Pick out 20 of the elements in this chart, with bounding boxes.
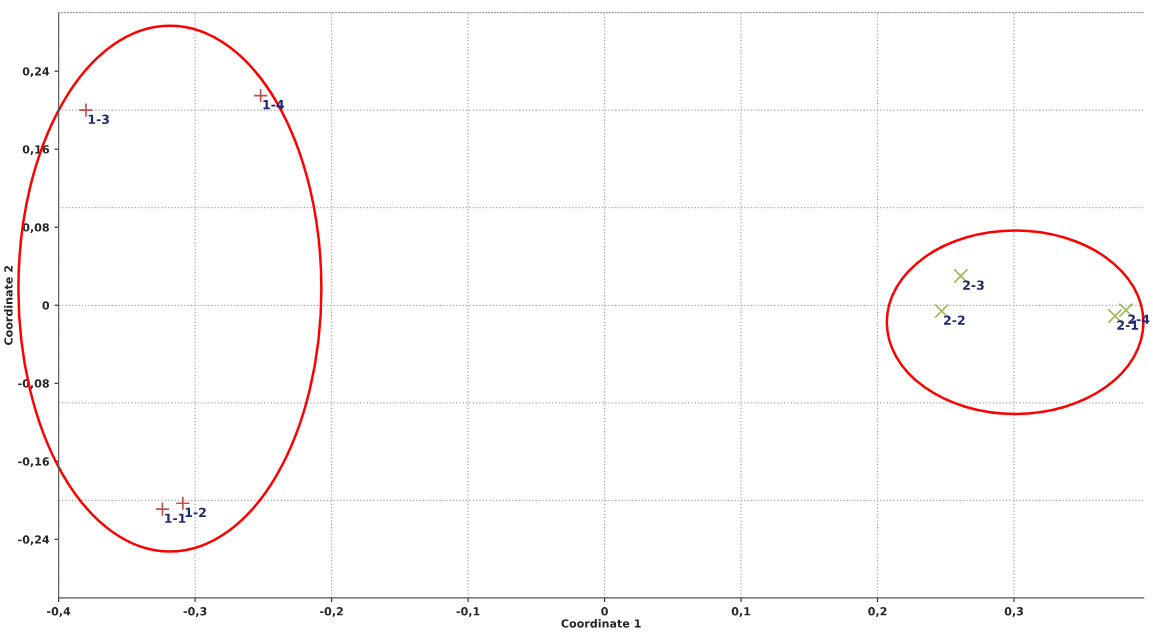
annotation: 2-2 <box>944 315 965 325</box>
annotation: 2-3 <box>963 280 984 290</box>
y-tick-label: -0,24 <box>18 535 50 546</box>
y-axis-title: Coordinate 2 <box>4 265 13 345</box>
annotation: 1-3 <box>88 114 109 125</box>
x-tick-label: 0 <box>601 607 608 616</box>
x-tick-label: -0,4 <box>47 607 71 617</box>
annotation: 1-1 <box>165 513 186 523</box>
y-tick-label: 0 <box>42 301 50 310</box>
x-tick-label: 0,1 <box>731 607 751 617</box>
y-tick-label: 0,08 <box>22 223 49 234</box>
annotation: 1-2 <box>185 507 206 517</box>
x-tick-label: -0,3 <box>183 607 207 617</box>
x-tick-label: -0,2 <box>320 607 343 617</box>
x-tick-label: 0,2 <box>868 607 887 617</box>
y-tick-label: -0,16 <box>18 457 50 468</box>
y-tick-label: 0,24 <box>22 67 50 77</box>
x-tick-label: -0,1 <box>456 607 480 617</box>
x-tick-label: 0,3 <box>1004 607 1023 617</box>
x-axis-title: Coordinate 1 <box>561 619 641 628</box>
